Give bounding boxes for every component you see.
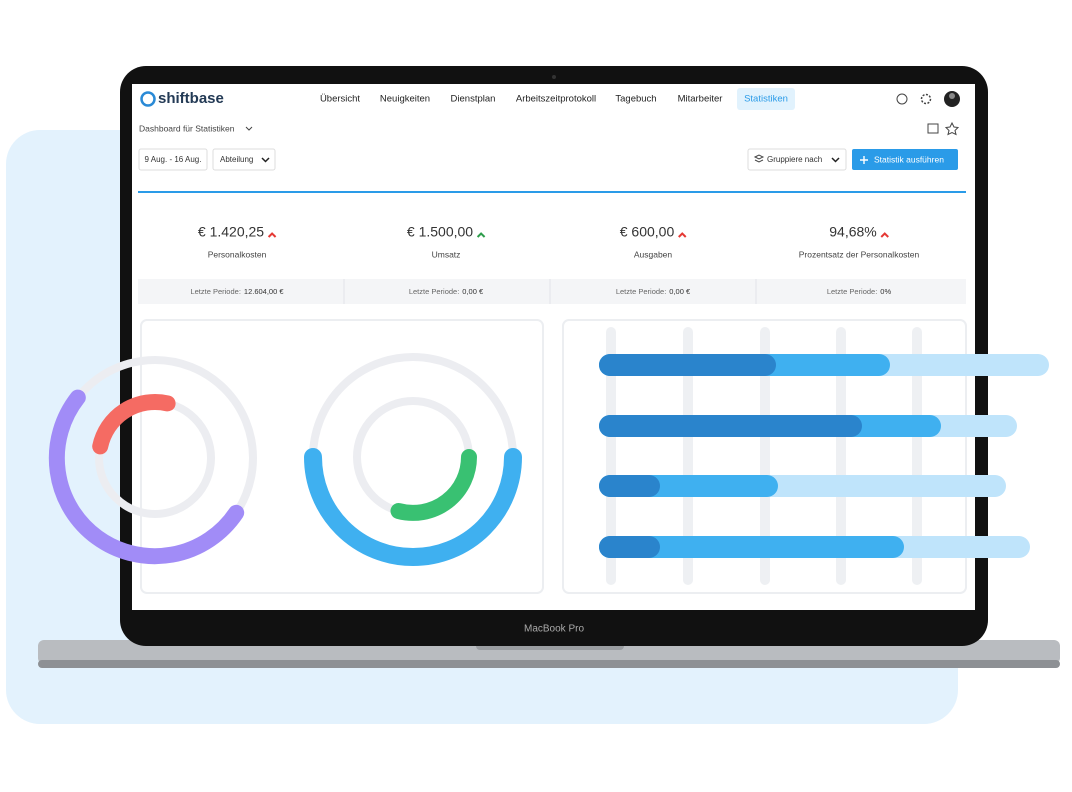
chevron xyxy=(261,157,270,163)
chevron xyxy=(831,157,840,163)
laptop-base-edge xyxy=(38,660,1060,668)
kpi-previous: Letzte Periode: 12.604,00 € xyxy=(190,287,284,296)
kpi-footer xyxy=(138,279,966,304)
logo: shiftbase xyxy=(158,90,224,107)
bar-track xyxy=(760,327,770,585)
previous-label: Letzte Periode: xyxy=(616,287,666,296)
kpi-label: Ausgaben xyxy=(634,249,673,259)
nav-item[interactable]: Übersicht xyxy=(320,94,360,105)
bar-track xyxy=(606,327,616,585)
kpi-previous: Letzte Periode: 0,00 € xyxy=(409,287,484,296)
nav: Übersicht Neuigkeiten Dienstplan Arbeitszei… xyxy=(320,94,788,105)
panel xyxy=(140,319,544,594)
group-button[interactable] xyxy=(747,148,847,171)
previous-label: Letzte Periode: xyxy=(409,287,459,296)
ring-arc xyxy=(390,449,477,521)
bar-grid xyxy=(606,327,922,585)
trend-arrow xyxy=(880,232,889,238)
previous-label: Letzte Periode: xyxy=(190,287,240,296)
bar-track xyxy=(912,327,922,585)
kpi-value: € 1.420,25 xyxy=(198,224,264,240)
kpi-value: 94,68% xyxy=(829,224,876,240)
ring-arc xyxy=(92,393,176,455)
chevron xyxy=(245,126,253,131)
previous-value: 0,00 € xyxy=(462,287,484,296)
bars xyxy=(599,354,1049,558)
bar-dark xyxy=(599,536,660,558)
kpi-previous: Letzte Periode: 0% xyxy=(827,287,892,296)
previous-value: 12.604,00 € xyxy=(244,287,284,296)
trend-arrow xyxy=(267,232,277,238)
trend-arrow xyxy=(678,232,687,238)
camera xyxy=(552,75,556,79)
date-range: 9 Aug. - 16 Aug. xyxy=(145,155,202,164)
bar-dark xyxy=(599,354,776,376)
laptop-label: MacBook Pro xyxy=(524,624,584,635)
previous-label: Letzte Periode: xyxy=(827,287,877,296)
nav-item[interactable]: Arbeitszeitprotokoll xyxy=(516,94,596,105)
nav-item[interactable]: Statistiken xyxy=(744,94,788,105)
donut-right xyxy=(304,353,522,566)
dashboard-select[interactable]: Dashboard für Statistiken xyxy=(139,123,235,133)
help-icon[interactable] xyxy=(896,93,908,105)
kpis: € 1.420,25 Personalkosten Letzte Periode: 1… xyxy=(190,224,920,304)
divider xyxy=(138,191,966,193)
department-button[interactable] xyxy=(212,148,276,171)
nav-active-bg xyxy=(737,88,795,110)
kpi-value: € 600,00 xyxy=(620,224,675,240)
kpi-label: Prozentsatz der Personalkosten xyxy=(799,249,920,259)
nav-item[interactable]: Dienstplan xyxy=(451,94,496,105)
bar-dark xyxy=(599,415,862,437)
ring-arc xyxy=(48,389,245,565)
avatar-face xyxy=(949,93,955,99)
logo-icon xyxy=(140,91,156,107)
previous-value: 0% xyxy=(880,287,891,296)
previous-value: 0,00 € xyxy=(669,287,691,296)
date-button[interactable] xyxy=(138,148,208,171)
kpi-label: Umsatz xyxy=(432,249,461,259)
donut-left xyxy=(48,356,257,565)
star-icon[interactable] xyxy=(944,121,960,136)
plus-icon xyxy=(860,156,868,164)
settings-icon[interactable] xyxy=(920,93,932,105)
bar-mid xyxy=(599,536,904,558)
run-button[interactable] xyxy=(852,149,958,170)
layers-icon xyxy=(753,154,765,163)
department: Abteilung xyxy=(220,155,253,164)
group: Gruppiere nach xyxy=(767,155,822,164)
kpi-previous: Letzte Periode: 0,00 € xyxy=(616,287,691,296)
run: Statistik ausführen xyxy=(874,154,944,164)
calendar-icon[interactable] xyxy=(927,123,939,134)
bar-track xyxy=(683,327,693,585)
nav-item[interactable]: Neuigkeiten xyxy=(380,94,430,105)
bar-track xyxy=(836,327,846,585)
ring-arc xyxy=(304,448,522,566)
bar-dark xyxy=(599,475,660,497)
kpi-value: € 1.500,00 xyxy=(407,224,473,240)
trend-arrow xyxy=(476,232,486,238)
kpi-label: Personalkosten xyxy=(208,249,267,259)
nav-item[interactable]: Mitarbeiter xyxy=(678,94,723,105)
nav-item[interactable]: Tagebuch xyxy=(615,94,656,105)
